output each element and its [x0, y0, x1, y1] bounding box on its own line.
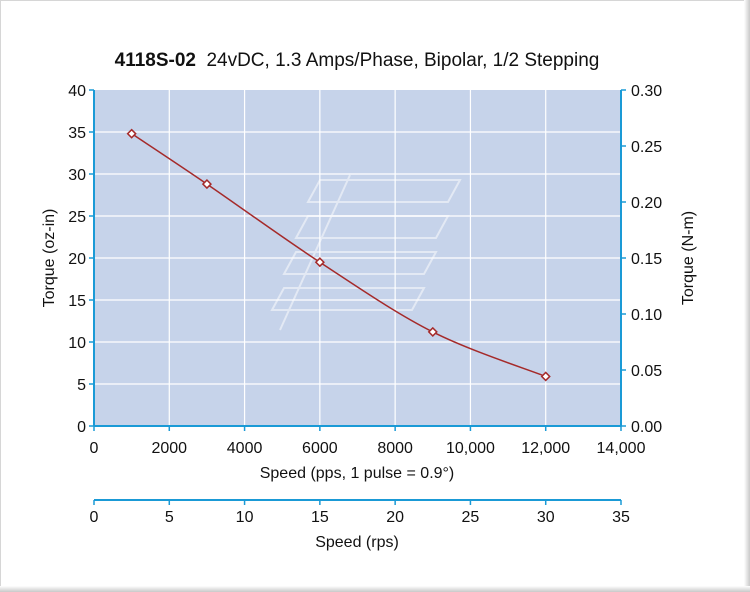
x2-tick-label: 15	[311, 509, 329, 526]
x2-tick-label: 25	[462, 509, 480, 526]
x-tick-label: 0	[90, 440, 99, 457]
x-tick-label: 12,000	[521, 440, 570, 457]
y-tick-label: 25	[68, 209, 86, 226]
data-point-marker	[201, 179, 212, 190]
y2-tick-label: 0.30	[631, 83, 662, 100]
data-point-marker	[540, 371, 551, 382]
y-tick-label: 20	[68, 251, 86, 268]
x2-tick-label: 0	[90, 509, 99, 526]
y2-tick-label: 0.05	[631, 363, 662, 380]
y2-tick-label: 0.00	[631, 419, 662, 436]
x2-tick-label: 30	[537, 509, 555, 526]
y-tick-label: 30	[68, 167, 86, 184]
svg-text:4118S-02 24vDC, 1.3 Amps: 4118S-02 24vDC, 1.3 Amps/Phase, Bipolar,…	[115, 50, 600, 71]
x2-axis-label: Speed (rps)	[315, 534, 399, 551]
watermark-stripe	[270, 287, 426, 311]
frame-shadow-right	[744, 0, 750, 592]
x-tick-label: 10,000	[446, 440, 495, 457]
data-point-marker	[126, 128, 137, 139]
x-tick-label: 4000	[227, 440, 263, 457]
x2-tick-label: 35	[612, 509, 630, 526]
chart-title: 4118S-02 24vDC, 1.3 Amps/Phase, Bipolar,…	[115, 50, 600, 71]
chart-title-model: 4118S-02	[115, 50, 196, 71]
watermark-spine	[279, 174, 351, 331]
x-axis-label: Speed (pps, 1 pulse = 0.9°)	[260, 465, 455, 482]
axes	[89, 89, 626, 505]
y-tick-label: 5	[77, 377, 86, 394]
x-tick-label: 8000	[377, 440, 413, 457]
watermark-stripe	[306, 179, 462, 203]
watermark-logo	[270, 174, 462, 331]
x-tick-label: 2000	[151, 440, 187, 457]
y2-tick-label: 0.10	[631, 307, 662, 324]
y2-tick-label: 0.25	[631, 139, 662, 156]
x2-tick-label: 5	[165, 509, 174, 526]
grid-lines	[94, 90, 621, 426]
x-tick-label: 6000	[302, 440, 338, 457]
y2-tick-label: 0.15	[631, 251, 662, 268]
y-tick-label: 0	[77, 419, 86, 436]
series-group	[126, 128, 551, 382]
watermark-stripe	[282, 251, 438, 275]
x2-tick-label: 10	[236, 509, 254, 526]
y-tick-label: 40	[68, 83, 86, 100]
data-point-marker	[314, 257, 325, 268]
y2-tick-label: 0.20	[631, 195, 662, 212]
y-axis-left-label: Torque (oz-in)	[41, 209, 58, 308]
y-tick-label: 35	[68, 125, 86, 142]
x-tick-label: 14,000	[597, 440, 646, 457]
x2-tick-label: 20	[386, 509, 404, 526]
data-point-marker	[427, 326, 438, 337]
y-tick-label: 15	[68, 293, 86, 310]
frame-shadow-bottom	[0, 586, 750, 592]
y-axis-right-label: Torque (N-m)	[680, 211, 697, 305]
chart-title-description: 24vDC, 1.3 Amps/Phase, Bipolar, 1/2 Step…	[206, 50, 599, 71]
tick-labels: 0 2000 4000 6000 8000 10,000 12,000 14,000 0 5 10 1…	[68, 83, 662, 526]
y-tick-label: 10	[68, 335, 86, 352]
